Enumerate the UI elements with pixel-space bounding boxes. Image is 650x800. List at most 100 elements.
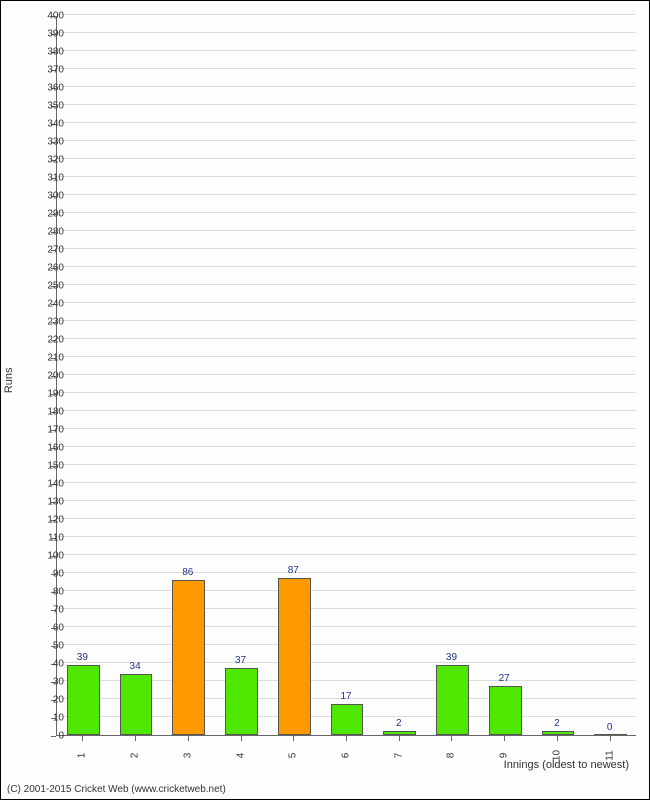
gridline — [57, 374, 636, 375]
y-tick-label: 180 — [34, 407, 64, 418]
bar-value-label: 2 — [554, 718, 560, 729]
gridline — [57, 554, 636, 555]
y-tick-label: 170 — [34, 425, 64, 436]
y-tick-label: 210 — [34, 353, 64, 364]
y-tick-label: 380 — [34, 47, 64, 58]
bar-value-label: 39 — [77, 652, 88, 663]
y-tick-label: 230 — [34, 317, 64, 328]
x-tick-mark — [188, 736, 189, 741]
x-tick-mark — [82, 736, 83, 741]
x-tick-mark — [399, 736, 400, 741]
bar-value-label: 39 — [446, 652, 457, 663]
x-tick-label: 6 — [341, 746, 352, 766]
x-tick-mark — [504, 736, 505, 741]
bar — [120, 674, 153, 735]
gridline — [57, 122, 636, 123]
bar-value-label: 0 — [607, 722, 613, 733]
y-tick-label: 260 — [34, 263, 64, 274]
y-tick-label: 350 — [34, 101, 64, 112]
gridline — [57, 590, 636, 591]
x-tick-label: 3 — [182, 746, 193, 766]
gridline — [57, 212, 636, 213]
gridline — [57, 626, 636, 627]
x-tick-label: 1 — [77, 746, 88, 766]
gridline — [57, 14, 636, 15]
y-tick-label: 190 — [34, 389, 64, 400]
bar-value-label: 17 — [340, 691, 351, 702]
gridline — [57, 608, 636, 609]
bar — [67, 665, 100, 735]
y-tick-label: 400 — [34, 11, 64, 22]
gridline — [57, 158, 636, 159]
bar — [172, 580, 205, 735]
y-tick-label: 20 — [34, 695, 64, 706]
gridline — [57, 176, 636, 177]
bar — [594, 734, 627, 735]
y-tick-label: 50 — [34, 641, 64, 652]
copyright-text: (C) 2001-2015 Cricket Web (www.cricketwe… — [7, 784, 226, 795]
y-tick-label: 130 — [34, 497, 64, 508]
y-tick-label: 10 — [34, 713, 64, 724]
bar-value-label: 27 — [499, 673, 510, 684]
y-axis-label: Runs — [3, 367, 15, 393]
gridline — [57, 410, 636, 411]
x-tick-mark — [346, 736, 347, 741]
y-tick-label: 90 — [34, 569, 64, 580]
x-tick-mark — [241, 736, 242, 741]
gridline — [57, 32, 636, 33]
gridline — [57, 428, 636, 429]
y-tick-label: 280 — [34, 227, 64, 238]
y-tick-label: 220 — [34, 335, 64, 346]
bar — [331, 704, 364, 735]
x-tick-label: 2 — [130, 746, 141, 766]
y-tick-label: 110 — [34, 533, 64, 544]
y-tick-label: 200 — [34, 371, 64, 382]
gridline — [57, 266, 636, 267]
x-tick-mark — [135, 736, 136, 741]
x-tick-mark — [610, 736, 611, 741]
bar-value-label: 87 — [288, 565, 299, 576]
y-tick-label: 310 — [34, 173, 64, 184]
gridline — [57, 104, 636, 105]
gridline — [57, 392, 636, 393]
gridline — [57, 230, 636, 231]
gridline — [57, 644, 636, 645]
y-tick-label: 120 — [34, 515, 64, 526]
y-tick-label: 0 — [34, 731, 64, 742]
bar-value-label: 34 — [130, 661, 141, 672]
gridline — [57, 536, 636, 537]
bar — [383, 731, 416, 735]
gridline — [57, 86, 636, 87]
bar — [436, 665, 469, 735]
y-tick-label: 340 — [34, 119, 64, 130]
bar-value-label: 2 — [396, 718, 402, 729]
bar — [225, 668, 258, 735]
gridline — [57, 68, 636, 69]
bar-value-label: 37 — [235, 655, 246, 666]
gridline — [57, 482, 636, 483]
plot-area — [56, 16, 636, 736]
gridline — [57, 194, 636, 195]
gridline — [57, 446, 636, 447]
x-tick-mark — [451, 736, 452, 741]
y-tick-label: 320 — [34, 155, 64, 166]
gridline — [57, 248, 636, 249]
bar — [542, 731, 575, 735]
y-tick-label: 100 — [34, 551, 64, 562]
gridline — [57, 320, 636, 321]
chart-container: Runs Innings (oldest to newest) (C) 2001… — [0, 0, 650, 800]
gridline — [57, 356, 636, 357]
gridline — [57, 302, 636, 303]
y-tick-label: 140 — [34, 479, 64, 490]
x-tick-label: 8 — [446, 746, 457, 766]
y-tick-label: 290 — [34, 209, 64, 220]
y-tick-label: 240 — [34, 299, 64, 310]
y-tick-label: 270 — [34, 245, 64, 256]
y-tick-label: 390 — [34, 29, 64, 40]
gridline — [57, 140, 636, 141]
x-tick-mark — [557, 736, 558, 741]
x-tick-label: 10 — [551, 746, 562, 766]
y-tick-label: 150 — [34, 461, 64, 472]
x-tick-mark — [293, 736, 294, 741]
gridline — [57, 338, 636, 339]
